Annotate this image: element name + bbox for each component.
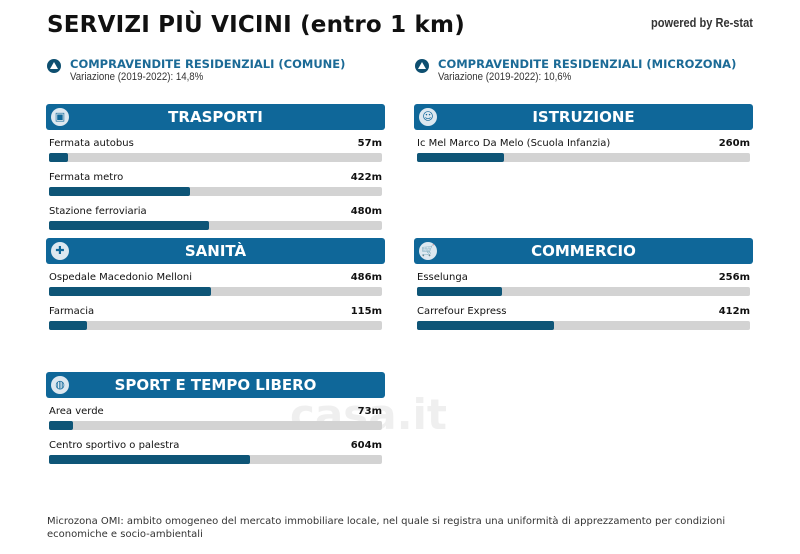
footnote: Microzona OMI: ambito omogeneo del merca…	[47, 516, 726, 540]
item-name: Ospedale Macedonio Melloni	[49, 272, 193, 283]
list-item: Fermata autobus 57m	[49, 130, 382, 164]
distance-bar-fill	[417, 153, 504, 162]
item-distance: 412m	[718, 306, 750, 317]
ball-icon: ◍	[51, 376, 69, 394]
list-item: Farmacia 115m	[49, 298, 382, 332]
item-name: Stazione ferroviaria	[49, 206, 147, 217]
section-title: COMMERCIO	[531, 242, 636, 260]
item-distance: 115m	[350, 306, 382, 317]
item-distance: 480m	[350, 206, 382, 217]
distance-bar-fill	[49, 287, 211, 296]
item-distance: 256m	[718, 272, 750, 283]
item-distance: 57m	[357, 138, 382, 149]
item-distance: 73m	[357, 406, 382, 417]
section-header: ▣ TRASPORTI	[46, 104, 385, 130]
item-name: Carrefour Express	[417, 306, 507, 317]
section-header: ◍ SPORT E TEMPO LIBERO	[46, 372, 385, 398]
distance-bar-track	[417, 321, 750, 330]
page-title: SERVIZI PIÙ VICINI (entro 1 km)	[47, 12, 465, 38]
section-header: ☺ ISTRUZIONE	[414, 104, 753, 130]
section-title: ISTRUZIONE	[532, 108, 635, 126]
list-item: Stazione ferroviaria 480m	[49, 198, 382, 232]
distance-bar-track	[49, 421, 382, 430]
list-item: Esselunga 256m	[417, 264, 750, 298]
item-distance: 260m	[718, 138, 750, 149]
item-distance: 604m	[350, 440, 382, 451]
section-header: ✚ SANITÀ	[46, 238, 385, 264]
section-title: SPORT E TEMPO LIBERO	[114, 376, 317, 394]
section-title: SANITÀ	[184, 242, 247, 260]
distance-bar-track	[49, 187, 382, 196]
distance-bar-track	[417, 287, 750, 296]
section-sport-e-tempo-libero: ◍ SPORT E TEMPO LIBERO Area verde 73m Centro…	[46, 372, 385, 466]
stat-variation: Variazione (2019-2022): 10,6%	[438, 71, 572, 83]
list-item: Fermata metro 422m	[49, 164, 382, 198]
section-istruzione: ☺ ISTRUZIONE Ic Mel Marco Da Melo (Scuola …	[414, 104, 753, 164]
distance-bar-track	[49, 221, 382, 230]
distance-bar-fill	[49, 321, 88, 330]
list-item: Ic Mel Marco Da Melo (Scuola Infanzia) 26…	[417, 130, 750, 164]
item-name: Ic Mel Marco Da Melo (Scuola Infanzia)	[417, 138, 611, 149]
section-commercio: 🛒 COMMERCIO Esselunga 256m Carrefour Express…	[414, 238, 753, 332]
cart-icon: 🛒	[419, 242, 437, 260]
distance-bar-fill	[49, 221, 209, 230]
list-item: Carrefour Express 412m	[417, 298, 750, 332]
list-item: Area verde 73m	[49, 398, 382, 432]
distance-bar-track	[49, 321, 382, 330]
powered-by: powered by Re-stat	[651, 15, 753, 30]
item-name: Esselunga	[417, 272, 468, 283]
student-icon: ☺	[419, 108, 437, 126]
stat-heading: COMPRAVENDITE RESIDENZIALI (MICROZONA)	[438, 57, 737, 71]
item-distance: 422m	[350, 172, 382, 183]
distance-bar-track	[49, 153, 382, 162]
item-name: Farmacia	[49, 306, 95, 317]
distance-bar-fill	[49, 153, 68, 162]
hospital-icon: ✚	[51, 242, 69, 260]
distance-bar-fill	[49, 187, 190, 196]
item-name: Area verde	[49, 406, 104, 417]
triangle-up-icon	[47, 59, 61, 73]
section-sanit-: ✚ SANITÀ Ospedale Macedonio Melloni 486m Far…	[46, 238, 385, 332]
item-name: Fermata metro	[49, 172, 124, 183]
watermark-logo: casa.it	[290, 390, 448, 439]
list-item: Ospedale Macedonio Melloni 486m	[49, 264, 382, 298]
triangle-up-icon	[415, 59, 429, 73]
stat-variation: Variazione (2019-2022): 14,8%	[70, 71, 204, 83]
distance-bar-track	[417, 153, 750, 162]
distance-bar-fill	[49, 455, 251, 464]
distance-bar-track	[49, 287, 382, 296]
item-name: Centro sportivo o palestra	[49, 440, 180, 451]
list-item: Centro sportivo o palestra 604m	[49, 432, 382, 466]
distance-bar-track	[49, 455, 382, 464]
distance-bar-fill	[417, 321, 555, 330]
distance-bar-fill	[49, 421, 74, 430]
section-trasporti: ▣ TRASPORTI Fermata autobus 57m Fermata metr…	[46, 104, 385, 232]
section-header: 🛒 COMMERCIO	[414, 238, 753, 264]
section-title: TRASPORTI	[168, 108, 263, 126]
item-distance: 486m	[350, 272, 382, 283]
stat-heading: COMPRAVENDITE RESIDENZIALI (COMUNE)	[70, 57, 346, 71]
bus-icon: ▣	[51, 108, 69, 126]
item-name: Fermata autobus	[49, 138, 134, 149]
distance-bar-fill	[417, 287, 503, 296]
